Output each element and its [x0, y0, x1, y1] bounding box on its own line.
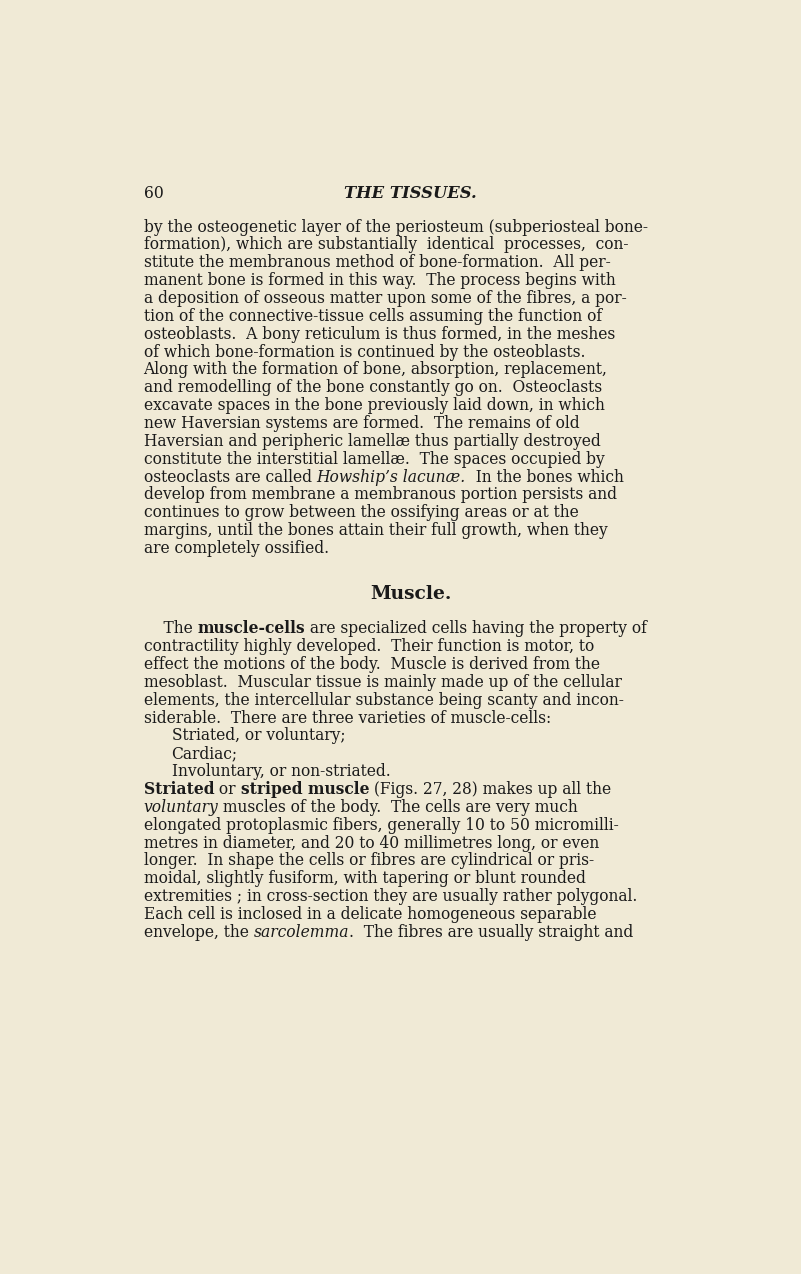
Text: develop from membrane a membranous portion persists and: develop from membrane a membranous porti…	[143, 487, 617, 503]
Text: osteoblasts.  A bony reticulum is thus formed, in the meshes: osteoblasts. A bony reticulum is thus fo…	[143, 326, 615, 343]
Text: 60: 60	[143, 185, 163, 203]
Text: siderable.  There are three varieties of muscle-cells:: siderable. There are three varieties of …	[143, 710, 551, 726]
Text: elements, the intercellular substance being scanty and incon-: elements, the intercellular substance be…	[143, 692, 623, 708]
Text: muscle-cells: muscle-cells	[197, 620, 305, 637]
Text: striped muscle: striped muscle	[240, 781, 369, 798]
Text: extremities ; in cross-section they are usually rather polygonal.: extremities ; in cross-section they are …	[143, 888, 637, 905]
Text: new Haversian systems are formed.  The remains of old: new Haversian systems are formed. The re…	[143, 415, 579, 432]
Text: effect the motions of the body.  Muscle is derived from the: effect the motions of the body. Muscle i…	[143, 656, 600, 673]
Text: muscles of the body.  The cells are very much: muscles of the body. The cells are very …	[219, 799, 578, 815]
Text: Striated, or voluntary;: Striated, or voluntary;	[171, 727, 345, 744]
Text: manent bone is formed in this way.  The process begins with: manent bone is formed in this way. The p…	[143, 273, 615, 289]
Text: envelope, the: envelope, the	[143, 924, 253, 940]
Text: Each cell is inclosed in a delicate homogeneous separable: Each cell is inclosed in a delicate homo…	[143, 906, 596, 922]
Text: In the bones which: In the bones which	[465, 469, 623, 485]
Text: tion of the connective-tissue cells assuming the function of: tion of the connective-tissue cells assu…	[143, 308, 602, 325]
Text: formation), which are substantially  identical  processes,  con-: formation), which are substantially iden…	[143, 237, 628, 254]
Text: contractility highly developed.  Their function is motor, to: contractility highly developed. Their fu…	[143, 638, 594, 655]
Text: THE TISSUES.: THE TISSUES.	[344, 185, 477, 203]
Text: are completely ossified.: are completely ossified.	[143, 540, 328, 557]
Text: by the osteogenetic layer of the periosteum (subperiosteal bone-: by the osteogenetic layer of the periost…	[143, 219, 647, 236]
Text: constitute the interstitial lamellæ.  The spaces occupied by: constitute the interstitial lamellæ. The…	[143, 451, 604, 468]
Text: continues to grow between the ossifying areas or at the: continues to grow between the ossifying …	[143, 505, 578, 521]
Text: Howship’s lacunæ.: Howship’s lacunæ.	[316, 469, 465, 485]
Text: margins, until the bones attain their full growth, when they: margins, until the bones attain their fu…	[143, 522, 607, 539]
Text: a deposition of osseous matter upon some of the fibres, a por-: a deposition of osseous matter upon some…	[143, 290, 626, 307]
Text: Cardiac;: Cardiac;	[171, 745, 238, 762]
Text: moidal, slightly fusiform, with tapering or blunt rounded: moidal, slightly fusiform, with tapering…	[143, 870, 586, 887]
Text: osteoclasts are called: osteoclasts are called	[143, 469, 316, 485]
Text: longer.  In shape the cells or fibres are cylindrical or pris-: longer. In shape the cells or fibres are…	[143, 852, 594, 869]
Text: stitute the membranous method of bone-formation.  All per-: stitute the membranous method of bone-fo…	[143, 255, 610, 271]
Text: .  The fibres are usually straight and: . The fibres are usually straight and	[348, 924, 633, 940]
Text: Muscle.: Muscle.	[370, 585, 451, 603]
Text: sarcolemma: sarcolemma	[253, 924, 348, 940]
Text: The: The	[143, 620, 197, 637]
Text: Involuntary, or non-striated.: Involuntary, or non-striated.	[171, 763, 390, 780]
Text: Along with the formation of bone, absorption, replacement,: Along with the formation of bone, absorp…	[143, 362, 607, 378]
Text: elongated protoplasmic fibers, generally 10 to 50 micromilli-: elongated protoplasmic fibers, generally…	[143, 817, 618, 833]
Text: of which bone-formation is continued by the osteoblasts.: of which bone-formation is continued by …	[143, 344, 585, 361]
Text: excavate spaces in the bone previously laid down, in which: excavate spaces in the bone previously l…	[143, 397, 605, 414]
Text: metres in diameter, and 20 to 40 millimetres long, or even: metres in diameter, and 20 to 40 millime…	[143, 834, 599, 851]
Text: Haversian and peripheric lamellæ thus partially destroyed: Haversian and peripheric lamellæ thus pa…	[143, 433, 600, 450]
Text: mesoblast.  Muscular tissue is mainly made up of the cellular: mesoblast. Muscular tissue is mainly mad…	[143, 674, 622, 691]
Text: Striated: Striated	[143, 781, 214, 798]
Text: voluntary: voluntary	[143, 799, 219, 815]
Text: or: or	[214, 781, 240, 798]
Text: (Figs. 27, 28) makes up all the: (Figs. 27, 28) makes up all the	[369, 781, 611, 798]
Text: and remodelling of the bone constantly go on.  Osteoclasts: and remodelling of the bone constantly g…	[143, 380, 602, 396]
Text: are specialized cells having the property of: are specialized cells having the propert…	[305, 620, 646, 637]
